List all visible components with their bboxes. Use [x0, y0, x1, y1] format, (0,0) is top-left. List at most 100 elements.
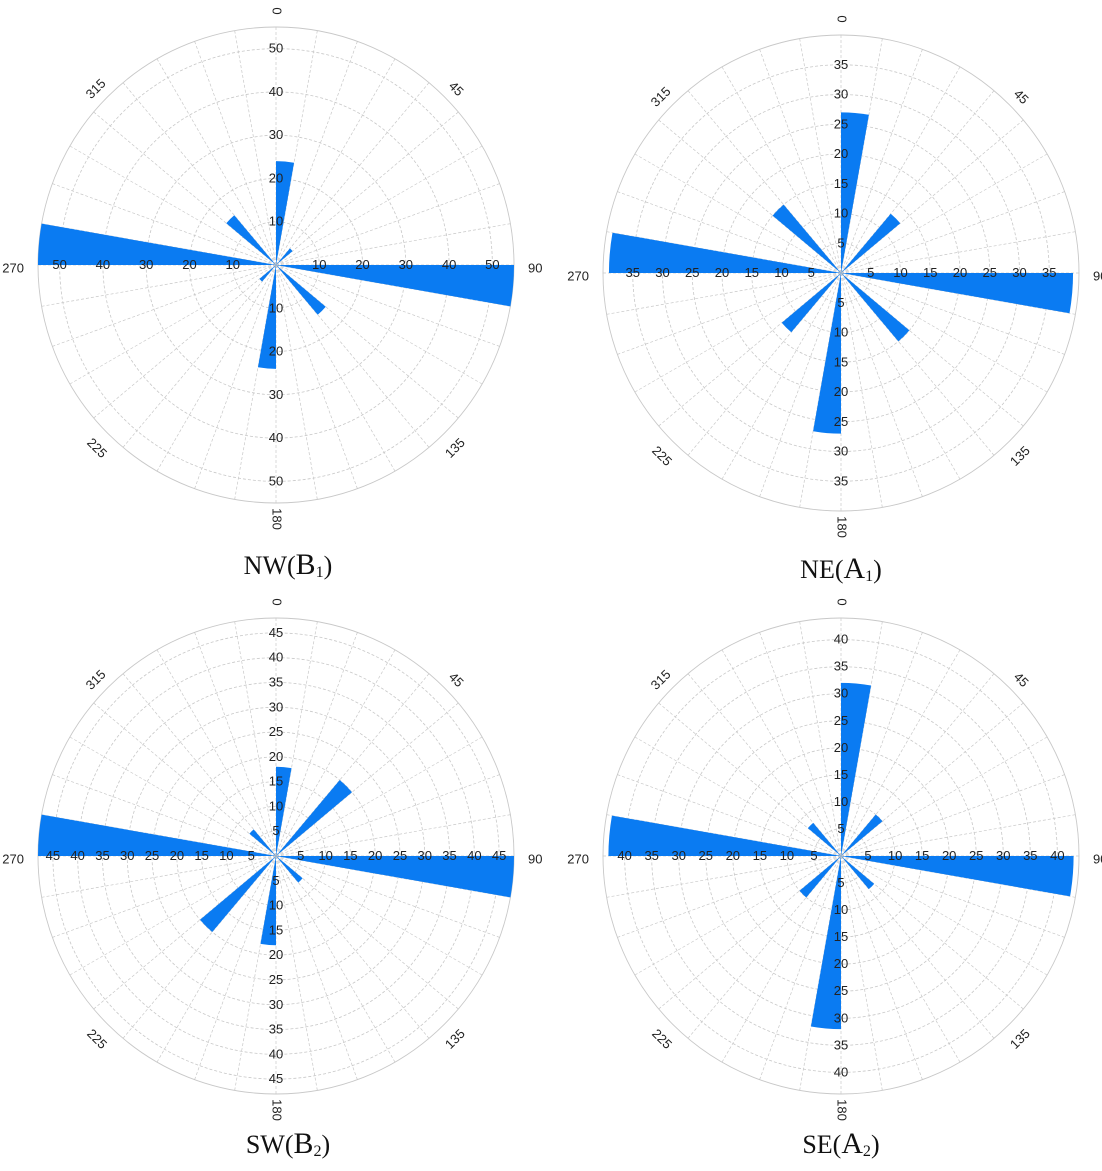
radial-tick-label: 15	[745, 265, 759, 280]
rose-petal	[841, 273, 1074, 314]
angle-label: 225	[84, 1026, 110, 1052]
caption-ne: NE(A1)	[800, 552, 882, 586]
grid-spoke	[759, 49, 842, 274]
grid-spoke	[275, 82, 430, 266]
radial-tick-label: 25	[969, 848, 983, 863]
radial-tick-label: 35	[269, 674, 283, 689]
angle-label: 0	[835, 598, 850, 605]
radial-tick-label: 20	[953, 265, 967, 280]
radial-tick-label: 10	[225, 257, 239, 272]
grid-spoke	[275, 736, 483, 857]
rose-petal	[807, 822, 841, 856]
grid-spoke	[69, 264, 277, 385]
radial-tick-label: 35	[644, 848, 658, 863]
grid-spoke	[69, 855, 277, 976]
angle-label: 45	[446, 669, 467, 690]
grid-spoke	[634, 855, 842, 976]
radial-tick-label: 20	[834, 384, 848, 399]
radial-tick-label: 10	[834, 325, 848, 340]
radial-tick-label: 45	[269, 1071, 283, 1086]
rose-petal	[260, 856, 276, 946]
angle-label: 90	[1093, 851, 1102, 866]
radial-tick-label: 40	[1050, 848, 1064, 863]
angle-label: 180	[270, 1099, 285, 1121]
radial-tick-label: 5	[297, 848, 304, 863]
radial-tick-label: 10	[269, 898, 283, 913]
grid-spoke	[275, 183, 500, 266]
grid-spoke	[275, 855, 358, 1080]
radial-tick-label: 30	[1012, 265, 1026, 280]
grid-spoke	[275, 264, 396, 472]
radial-tick-label: 35	[834, 1037, 848, 1052]
radial-tick-label: 10	[269, 798, 283, 813]
radial-tick-label: 15	[753, 848, 767, 863]
radial-tick-label: 20	[368, 848, 382, 863]
rose-petal	[841, 814, 883, 856]
rose-petal	[249, 829, 276, 856]
radial-tick-label: 30	[139, 257, 153, 272]
radial-tick-label: 10	[888, 848, 902, 863]
angle-label: 135	[442, 435, 468, 461]
radial-tick-label: 25	[145, 848, 159, 863]
radial-tick-label: 30	[655, 265, 669, 280]
caption-se: SE(A2)	[802, 1127, 880, 1161]
radial-tick-label: 20	[834, 740, 848, 755]
caption-sw: SW(B2)	[245, 1127, 331, 1161]
grid-spoke	[840, 855, 923, 1080]
grid-spoke	[275, 632, 358, 857]
rose-petal	[810, 856, 841, 1030]
angle-label: 180	[835, 1099, 850, 1121]
radial-tick-label: 20	[269, 170, 283, 185]
grid-spoke	[156, 58, 277, 266]
grid-spoke	[617, 855, 842, 938]
rose-chart-ne: 5 5 5 5 10 10 10 10 15 15 15 15 20 20 20 20 25 25 25 25 30 30…	[567, 15, 1102, 537]
radial-tick-label: 35	[1023, 848, 1037, 863]
rose-petal	[200, 856, 276, 932]
grid-spoke	[93, 264, 277, 419]
rose-petal	[841, 213, 901, 273]
angle-label: 45	[1011, 669, 1032, 690]
rose-petal	[276, 856, 303, 883]
rose-petal	[841, 112, 869, 273]
radial-tick-label: 25	[269, 972, 283, 987]
radial-tick-label: 35	[834, 473, 848, 488]
radial-tick-label: 20	[834, 956, 848, 971]
grid-spoke	[156, 264, 277, 472]
rose-petal	[276, 766, 292, 856]
rose-petal	[38, 223, 276, 265]
radial-tick-label: 40	[269, 84, 283, 99]
rose-petal	[276, 248, 293, 265]
angle-label: 315	[83, 76, 109, 102]
radial-tick-label: 30	[834, 87, 848, 102]
grid-spoke	[275, 855, 430, 1039]
radial-tick-label: 35	[626, 265, 640, 280]
radial-tick-label: 25	[983, 265, 997, 280]
radial-tick-label: 30	[418, 848, 432, 863]
radial-tick-label: 25	[834, 713, 848, 728]
radial-tick-label: 25	[834, 414, 848, 429]
grid-spoke	[840, 272, 961, 480]
angle-label: 225	[649, 443, 675, 469]
radial-tick-label: 15	[269, 922, 283, 937]
radial-tick-label: 35	[834, 57, 848, 72]
angle-label: 315	[648, 84, 674, 110]
grid-spoke	[275, 855, 396, 1063]
radial-tick-label: 25	[834, 116, 848, 131]
radial-tick-label: 20	[269, 344, 283, 359]
radial-tick-label: 40	[834, 1064, 848, 1079]
radial-tick-label: 30	[834, 444, 848, 459]
radial-tick-label: 15	[269, 774, 283, 789]
radial-tick-label: 45	[269, 625, 283, 640]
radial-tick-label: 40	[269, 1046, 283, 1061]
grid-spoke	[840, 774, 1065, 857]
rose-petal	[276, 265, 514, 307]
radial-tick-label: 35	[834, 659, 848, 674]
rose-petal	[276, 161, 295, 265]
angle-label: 315	[83, 667, 109, 693]
radial-tick-label: 10	[893, 265, 907, 280]
rose-petal	[841, 856, 875, 890]
radial-tick-label: 5	[837, 295, 844, 310]
radial-tick-label: 35	[1042, 265, 1056, 280]
angle-label: 135	[1007, 1026, 1033, 1052]
rose-panel-sw: 5 5 5 5 10 10 10 10 15 15 15 15 20 20 20 20 25 25 25 25 30 30…	[0, 590, 551, 1160]
